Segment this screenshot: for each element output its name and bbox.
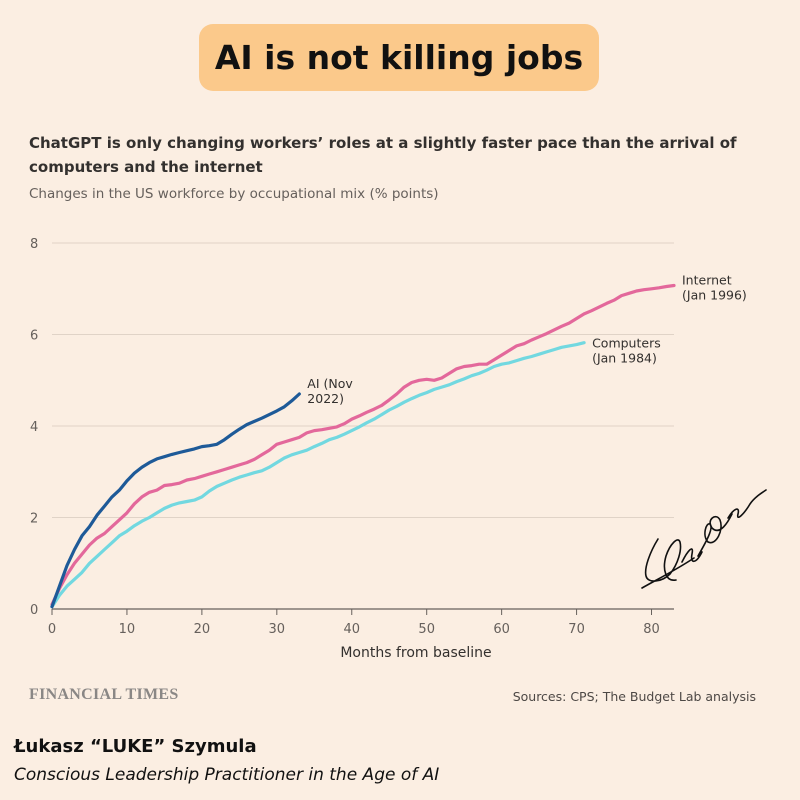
series-label: Computers: [592, 336, 661, 351]
series-line: [50, 283, 676, 606]
x-tick-label: 30: [269, 622, 286, 637]
x-tick-label: 50: [418, 622, 435, 637]
y-tick-label: 0: [30, 603, 38, 618]
series-label: Internet: [682, 273, 732, 288]
source-note: Sources: CPS; The Budget Lab analysis: [512, 689, 756, 704]
units-label: Changes in the US workforce by occupatio…: [29, 186, 439, 202]
series-label: (Jan 1996): [682, 288, 747, 303]
signature-image: [641, 489, 767, 589]
series-labels: Internet(Jan 1996) Computers(Jan 1984) AI …: [307, 273, 747, 406]
x-axis-ticks: 0 10 20 30 40 50 60 70 80: [48, 609, 660, 637]
x-tick-label: 20: [194, 622, 211, 637]
x-tick-label: 60: [493, 622, 510, 637]
y-tick-label: 4: [30, 420, 38, 435]
y-tick-label: 8: [30, 237, 38, 252]
y-axis-ticks: 0 2 4 6 8: [30, 237, 38, 618]
series-label: (Jan 1984): [592, 351, 657, 366]
financial-times-logo: FINANCIAL TIMES: [29, 686, 179, 703]
x-tick-label: 80: [643, 622, 660, 637]
series-label: 2022): [307, 391, 344, 406]
chart-subtitle: ChatGPT is only changing workers’ roles …: [29, 134, 737, 176]
x-tick-label: 0: [48, 622, 56, 637]
x-tick-label: 70: [568, 622, 585, 637]
x-axis-label: Months from baseline: [340, 645, 491, 661]
author-name: Łukasz “LUKE” Szymula: [14, 736, 257, 757]
y-tick-label: 6: [30, 329, 38, 344]
headline: AI is not killing jobs: [214, 38, 584, 77]
headline-badge: AI is not killing jobs: [199, 24, 599, 91]
series-lines: [50, 283, 676, 609]
series-line: [50, 392, 301, 609]
series-label: AI (Nov: [307, 376, 353, 391]
series-line: [50, 341, 586, 609]
x-tick-label: 40: [343, 622, 360, 637]
y-tick-label: 2: [30, 512, 38, 527]
x-tick-label: 10: [119, 622, 136, 637]
author-role: Conscious Leadership Practitioner in the…: [14, 765, 440, 785]
